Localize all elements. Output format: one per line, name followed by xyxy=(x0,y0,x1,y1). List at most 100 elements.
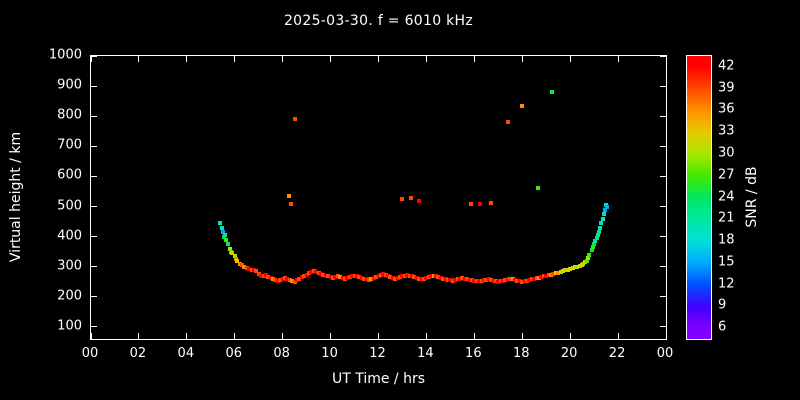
x-tick-label: 08 xyxy=(273,346,290,361)
data-point xyxy=(450,278,455,283)
data-point xyxy=(366,278,371,283)
plot-area xyxy=(90,55,667,340)
colorbar-tick-label: 18 xyxy=(718,232,735,248)
x-tick-label: 10 xyxy=(321,346,338,361)
data-point xyxy=(400,197,405,201)
data-point xyxy=(592,242,597,247)
data-point xyxy=(342,276,347,281)
y-tick-mark xyxy=(660,145,666,147)
data-point xyxy=(280,277,285,282)
data-point xyxy=(481,278,486,283)
colorbar-tick-label: 39 xyxy=(718,80,735,96)
data-point xyxy=(410,274,415,279)
data-point xyxy=(271,277,276,282)
data-point xyxy=(340,276,345,281)
data-point xyxy=(517,279,522,284)
y-tick-label: 600 xyxy=(57,167,82,183)
data-point xyxy=(237,261,242,266)
x-axis-label: UT Time / hrs xyxy=(331,371,426,387)
data-point xyxy=(249,267,254,272)
y-tick-mark xyxy=(91,206,97,208)
data-point xyxy=(462,276,467,281)
data-point xyxy=(219,225,224,230)
data-point xyxy=(328,275,333,280)
data-point xyxy=(314,270,319,275)
data-point xyxy=(289,201,294,206)
data-point xyxy=(484,277,489,282)
data-point xyxy=(605,204,610,209)
data-point xyxy=(386,274,391,279)
data-point xyxy=(225,242,230,247)
data-point xyxy=(374,275,379,280)
data-point xyxy=(254,269,259,274)
x-tick-mark xyxy=(425,333,427,339)
data-point xyxy=(286,193,291,198)
y-tick-mark xyxy=(660,55,666,57)
data-point xyxy=(338,275,343,280)
data-point xyxy=(472,278,477,283)
y-tick-label: 500 xyxy=(57,198,82,214)
data-point xyxy=(455,277,460,282)
data-point xyxy=(290,279,295,284)
x-tick-label: 22 xyxy=(608,346,626,361)
x-tick-label: 04 xyxy=(177,346,195,361)
colorbar-tick-label: 30 xyxy=(718,145,735,161)
data-point xyxy=(599,221,604,226)
colorbar-tick-label: 21 xyxy=(718,210,735,226)
colorbar-tick-label: 27 xyxy=(718,167,735,183)
data-point xyxy=(422,276,427,281)
data-point xyxy=(529,277,534,282)
x-tick-mark xyxy=(138,333,140,339)
data-point xyxy=(266,275,271,280)
data-point xyxy=(598,225,603,230)
data-point xyxy=(434,274,438,279)
data-point xyxy=(311,269,316,274)
data-point xyxy=(532,276,537,281)
data-point xyxy=(333,275,338,280)
x-tick-mark xyxy=(425,56,427,62)
data-point xyxy=(304,273,309,278)
data-point xyxy=(445,277,450,282)
data-point xyxy=(230,251,235,256)
x-tick-mark xyxy=(234,56,236,62)
data-point xyxy=(251,268,256,273)
data-point xyxy=(478,201,483,206)
data-point xyxy=(453,278,458,283)
data-point xyxy=(233,257,238,262)
x-tick-mark xyxy=(282,56,284,62)
data-point xyxy=(469,278,474,283)
x-tick-mark xyxy=(186,56,188,62)
x-tick-label: 20 xyxy=(560,346,578,361)
y-tick-mark xyxy=(91,236,97,238)
data-point xyxy=(443,277,448,282)
data-point xyxy=(330,276,335,281)
data-point xyxy=(345,276,350,281)
data-point xyxy=(309,270,314,275)
data-point xyxy=(400,274,405,279)
y-tick-mark xyxy=(91,55,97,57)
data-point xyxy=(489,200,494,205)
data-point xyxy=(575,264,580,269)
data-point xyxy=(457,276,462,281)
colorbar-tick-label: 24 xyxy=(718,189,735,204)
data-point xyxy=(412,275,417,280)
y-tick-label: 1000 xyxy=(48,47,82,63)
data-point xyxy=(522,279,527,284)
colorbar-tick-label: 12 xyxy=(718,276,735,292)
y-tick-label: 200 xyxy=(57,288,82,304)
data-point xyxy=(364,277,369,282)
data-point xyxy=(520,103,525,108)
x-tick-mark xyxy=(521,333,523,339)
x-tick-mark xyxy=(617,333,619,339)
data-point xyxy=(527,277,532,282)
data-point xyxy=(426,275,431,280)
x-tick-label: 14 xyxy=(417,346,434,361)
data-point xyxy=(549,272,553,277)
x-tick-mark xyxy=(378,56,379,62)
data-point xyxy=(362,276,367,281)
data-point xyxy=(273,278,278,283)
data-point xyxy=(537,275,542,280)
data-point xyxy=(572,265,577,270)
x-tick-mark xyxy=(569,56,571,62)
data-point xyxy=(467,277,472,282)
